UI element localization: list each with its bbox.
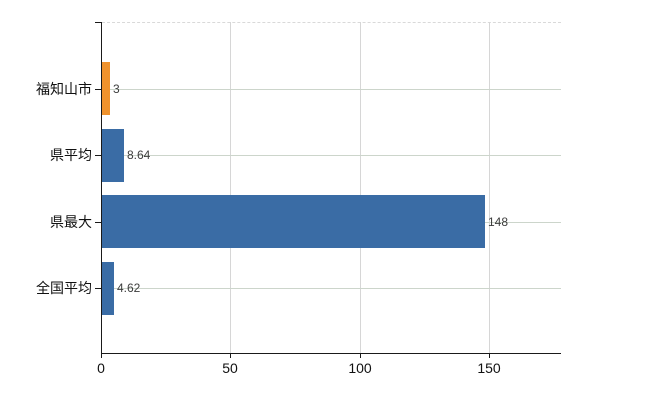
vertical-gridline [230, 22, 231, 353]
x-axis-tick [101, 353, 102, 358]
vertical-gridline [489, 22, 490, 353]
x-tick-label: 100 [348, 360, 372, 376]
y-axis-line [101, 22, 102, 353]
horizontal-gridline [102, 288, 561, 289]
x-axis-tick [489, 353, 490, 358]
plot-top-border [102, 22, 561, 23]
category-label: 県最大 [50, 214, 92, 230]
x-tick-label: 150 [477, 360, 501, 376]
y-axis-top-tick [95, 22, 101, 23]
bar-0 [102, 62, 110, 115]
y-axis-tick [95, 222, 101, 223]
bar-3 [102, 262, 114, 315]
category-label: 県平均 [50, 147, 92, 163]
x-axis-line [101, 353, 561, 354]
bar-value-label: 3 [113, 82, 120, 96]
x-tick-label: 0 [97, 360, 105, 376]
y-axis-tick [95, 288, 101, 289]
bar-value-label: 8.64 [127, 148, 151, 162]
x-axis-tick [230, 353, 231, 358]
horizontal-gridline [102, 155, 561, 156]
category-label: 全国平均 [36, 280, 92, 296]
x-tick-label: 50 [222, 360, 238, 376]
category-label: 福知山市 [36, 81, 92, 97]
x-axis-tick [360, 353, 361, 358]
y-axis-tick [95, 89, 101, 90]
bar-1 [102, 129, 124, 182]
bar-2 [102, 195, 485, 248]
vertical-gridline [360, 22, 361, 353]
bar-value-label: 4.62 [117, 281, 141, 295]
bar-value-label: 148 [488, 215, 509, 229]
horizontal-gridline [102, 89, 561, 90]
y-axis-tick [95, 155, 101, 156]
